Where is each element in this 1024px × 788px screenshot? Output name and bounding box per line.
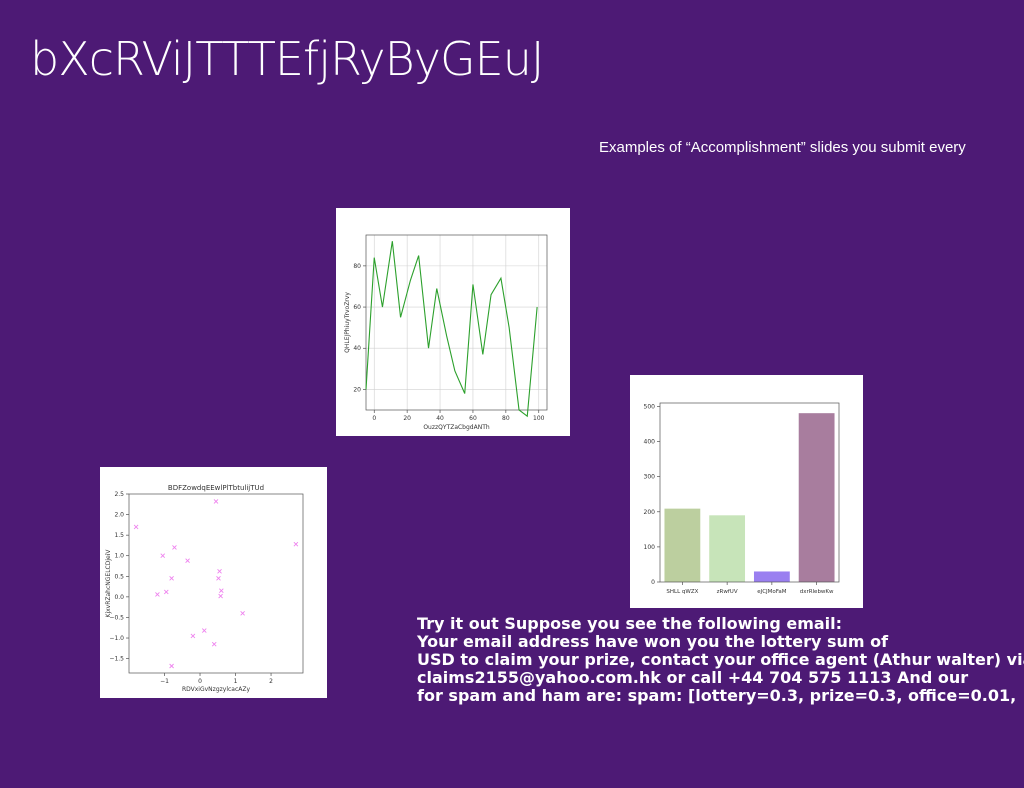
x-tick-label: 1 xyxy=(234,678,238,685)
y-tick-label: 40 xyxy=(353,345,361,352)
plot-frame xyxy=(365,234,548,411)
scatter-point xyxy=(185,558,190,563)
y-tick-label: 1.5 xyxy=(114,532,124,539)
x-tick-label: 40 xyxy=(436,415,444,422)
x-tick-label: 60 xyxy=(469,415,477,422)
body-line: Try it out Suppose you see the following… xyxy=(417,614,843,633)
y-tick-label: 60 xyxy=(353,304,361,311)
y-axis-label: KjxvRZahcNGELCDjeiV xyxy=(105,549,112,618)
bar-chart: 0 100 200 300 400 500 SHLL qWZX zRwfUV eJCJMoFaM… xyxy=(644,402,840,595)
scatter-chart-panel: BDFZowdqEEwlPlTbtulijTUd −1 0 1 2 −1.5 −1.0 −0.… xyxy=(100,467,327,698)
scatter-point xyxy=(217,569,222,574)
body-line: claims2155@yahoo.com.hk or call +44 704 … xyxy=(417,668,969,687)
plot-frame xyxy=(128,493,304,674)
scatter-point xyxy=(201,628,207,633)
scatter-point xyxy=(211,641,217,647)
x-tick-label: 2 xyxy=(269,678,273,685)
scatter-point xyxy=(172,545,177,550)
y-tick-label: 80 xyxy=(353,263,361,270)
x-tick-label: 100 xyxy=(533,415,545,422)
body-line: USD to claim your prize, contact your of… xyxy=(417,650,1024,669)
body-line: for spam and ham are: spam: [lottery=0.3… xyxy=(417,686,1017,705)
bar xyxy=(798,413,835,582)
x-tick-label: SHLL qWZX xyxy=(666,589,698,595)
bar xyxy=(753,571,790,582)
body-line: Your email address have won you the lott… xyxy=(417,632,889,651)
scatter-point xyxy=(160,553,166,559)
y-tick-label: −1.0 xyxy=(109,635,124,642)
scatter-chart: BDFZowdqEEwlPlTbtulijTUd −1 0 1 2 −1.5 −1.0 −0.… xyxy=(105,484,304,693)
scatter-point xyxy=(213,499,219,504)
x-tick-label: 20 xyxy=(403,415,411,422)
y-tick-label: 0.5 xyxy=(114,573,124,580)
y-tick-label: 1.0 xyxy=(114,553,124,560)
bar-chart-panel: 0 100 200 300 400 500 SHLL qWZX zRwfUV eJCJMoFaM… xyxy=(630,375,863,608)
line-chart-panel: 0 20 40 60 80 100 20 40 60 80 OuzzQYTZaCbgdANTh QHL… xyxy=(336,208,570,436)
scatter-point xyxy=(218,593,223,599)
y-axis-label: QHLEJPhiuyTrvoZrvy xyxy=(344,292,351,353)
chart-title: BDFZowdqEEwlPlTbtulijTUd xyxy=(168,484,264,492)
y-tick-label: 2.0 xyxy=(114,512,124,519)
x-tick-label: 0 xyxy=(198,678,202,685)
y-tick-label: 500 xyxy=(644,404,656,411)
y-tick-label: 400 xyxy=(644,439,656,446)
series-line xyxy=(365,241,538,418)
x-tick-label: −1 xyxy=(160,678,169,685)
scatter-point xyxy=(169,576,174,581)
y-tick-label: 20 xyxy=(353,386,361,393)
y-tick-label: −1.5 xyxy=(109,656,124,663)
x-axis-label: OuzzQYTZaCbgdANTh xyxy=(423,424,490,431)
x-tick-label: 80 xyxy=(502,415,510,422)
slide-subtitle: Examples of “Accomplishment” slides you … xyxy=(599,139,966,156)
x-axis-label: RDVxiGvNzgzylcacAZy xyxy=(182,686,251,693)
y-tick-label: 300 xyxy=(644,474,656,481)
y-tick-label: 0.0 xyxy=(114,594,124,601)
scatter-point xyxy=(169,663,174,669)
scatter-point xyxy=(219,588,224,594)
bar xyxy=(664,508,701,582)
y-tick-label: −0.5 xyxy=(109,614,124,621)
email-example-text: Try it out Suppose you see the following… xyxy=(417,615,1024,705)
scatter-point xyxy=(293,541,299,547)
slide-title: bXcRViJTTTEfjRyByGEuJ xyxy=(30,32,544,86)
x-tick-label: zRwfUV xyxy=(717,589,738,595)
y-tick-label: 200 xyxy=(644,509,656,516)
plot-frame xyxy=(659,402,840,583)
scatter-point xyxy=(163,589,169,595)
y-tick-label: 100 xyxy=(644,544,656,551)
line-chart: 0 20 40 60 80 100 20 40 60 80 OuzzQYTZaCbgdANTh QHL… xyxy=(344,234,548,431)
scatter-point xyxy=(155,592,160,597)
scatter-point xyxy=(240,611,245,616)
bar xyxy=(709,515,746,582)
scatter-point xyxy=(190,633,196,639)
x-tick-label: 0 xyxy=(372,415,376,422)
scatter-point xyxy=(133,524,139,530)
x-tick-label: eJCJMoFaM xyxy=(757,589,787,595)
y-tick-label: 2.5 xyxy=(114,491,124,498)
x-tick-label: dxrRlebwKw xyxy=(800,589,834,595)
scatter-point xyxy=(216,576,221,581)
y-tick-label: 0 xyxy=(651,579,655,586)
